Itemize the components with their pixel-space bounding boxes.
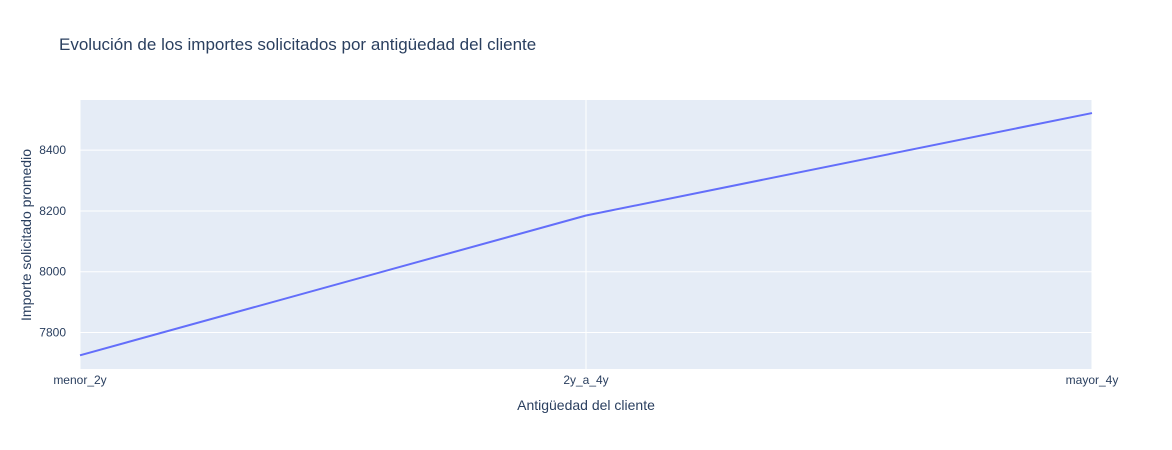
chart-title: Evolución de los importes solicitados po… <box>59 35 536 54</box>
y-tick-label: 8000 <box>39 265 66 279</box>
x-axis-ticks: menor_2y 2y_a_4y mayor_4y <box>53 373 1118 387</box>
y-tick-label: 8200 <box>39 204 66 218</box>
x-tick-label: menor_2y <box>53 373 106 387</box>
y-axis-title: Importe solicitado promedio <box>18 149 34 321</box>
x-tick-label: 2y_a_4y <box>563 373 608 387</box>
x-tick-label: mayor_4y <box>1066 373 1119 387</box>
y-axis-ticks: 7800 8000 8200 8400 <box>39 143 66 339</box>
y-tick-label: 7800 <box>39 326 66 340</box>
series-layer <box>79 112 1093 357</box>
series-line <box>79 112 1093 357</box>
x-axis-title: Antigüedad del cliente <box>517 397 655 413</box>
y-tick-label: 8400 <box>39 143 66 157</box>
grid-lines <box>79 100 1093 369</box>
